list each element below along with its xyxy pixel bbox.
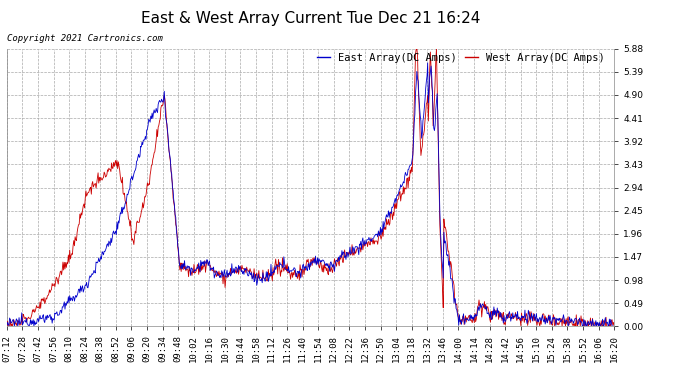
Legend: East Array(DC Amps), West Array(DC Amps): East Array(DC Amps), West Array(DC Amps) — [313, 48, 609, 67]
Text: Copyright 2021 Cartronics.com: Copyright 2021 Cartronics.com — [7, 34, 163, 43]
Text: East & West Array Current Tue Dec 21 16:24: East & West Array Current Tue Dec 21 16:… — [141, 11, 480, 26]
